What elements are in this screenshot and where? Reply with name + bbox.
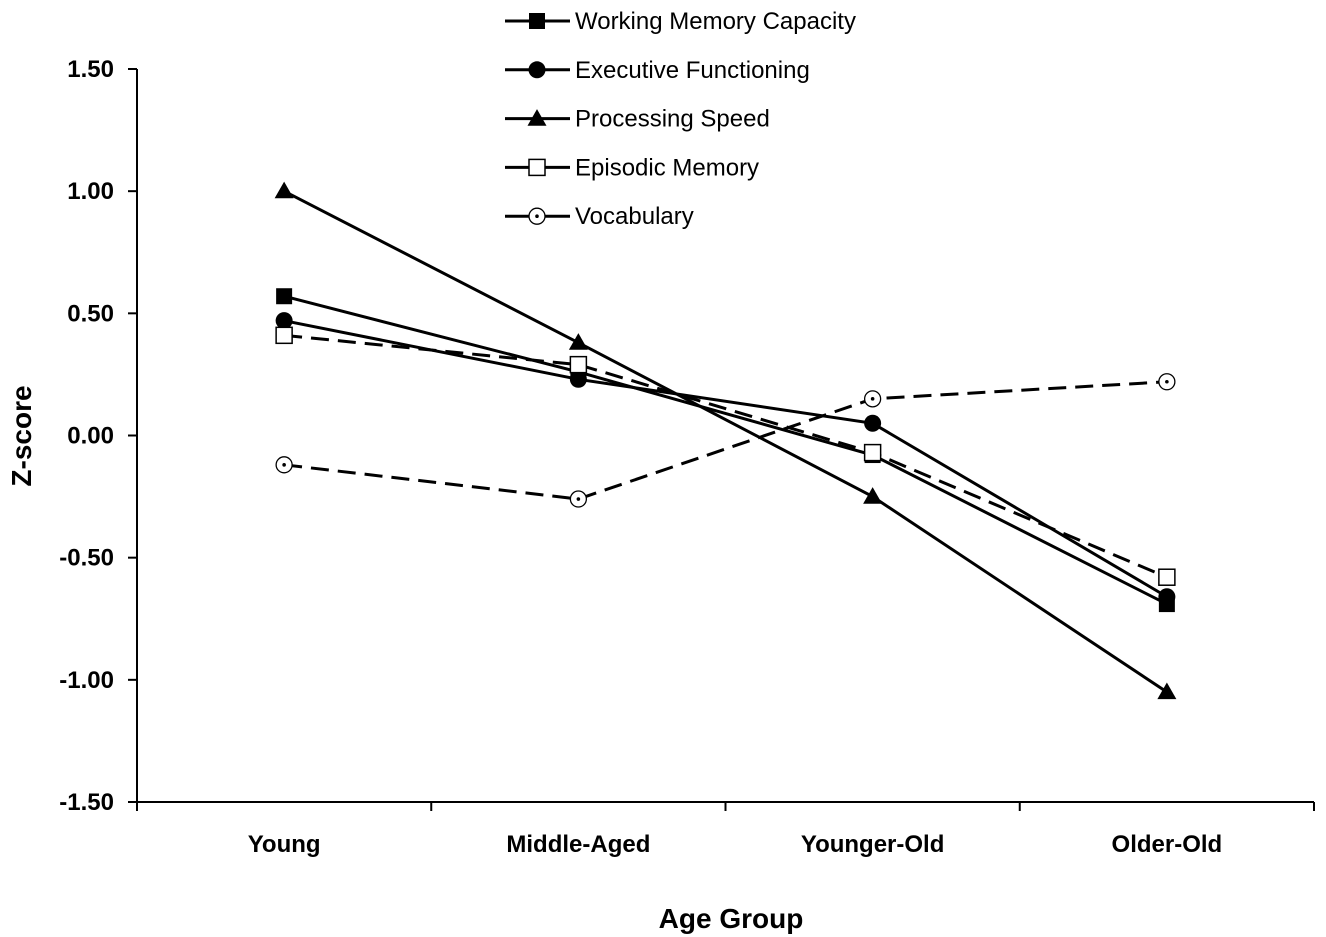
x-axis-title: Age Group xyxy=(659,903,804,934)
data-point xyxy=(569,370,587,388)
x-tick-label: Younger-Old xyxy=(801,831,945,858)
data-point xyxy=(1158,373,1176,391)
data-point xyxy=(569,490,588,508)
series-line xyxy=(283,189,1168,694)
y-tick-label: -1.50 xyxy=(59,789,114,816)
series xyxy=(274,181,1177,700)
marker-dot xyxy=(1165,379,1169,384)
marker-dot xyxy=(282,463,286,467)
legend-marker xyxy=(527,109,547,126)
legend-label: Vocabulary xyxy=(575,203,694,230)
data-point xyxy=(1158,568,1176,586)
legend-entry: Executive Functioning xyxy=(505,57,810,84)
data-point xyxy=(1158,588,1176,606)
legend-entry: Vocabulary xyxy=(505,203,694,230)
y-tick-label: 0.00 xyxy=(67,423,114,450)
series-line xyxy=(283,294,1168,606)
marker-dot xyxy=(535,214,539,218)
y-tick-label: -0.50 xyxy=(59,545,114,572)
marker-dot xyxy=(870,397,875,401)
series-line xyxy=(283,319,1168,599)
legend-label: Working Memory Capacity xyxy=(575,8,856,35)
data-point xyxy=(275,326,293,345)
legend-marker xyxy=(528,207,546,225)
y-axis-title: Z-score xyxy=(6,385,37,486)
legend-marker xyxy=(528,158,546,177)
data-point xyxy=(863,390,882,408)
data-point xyxy=(275,312,293,330)
data-point xyxy=(274,181,294,199)
x-tick-label: Young xyxy=(248,831,321,858)
series-line xyxy=(283,333,1168,579)
y-tick-label: -1.00 xyxy=(59,667,114,694)
series-line xyxy=(283,380,1167,501)
legend-entry: Processing Speed xyxy=(505,106,770,133)
series xyxy=(276,288,1175,613)
data-point xyxy=(863,443,882,462)
data-point xyxy=(275,456,293,474)
y-tick-label: 1.50 xyxy=(67,56,114,83)
legend: Working Memory Capacity Executive Functio… xyxy=(505,8,856,230)
legend-label: Processing Speed xyxy=(575,106,770,133)
legend-entry: Working Memory Capacity xyxy=(505,8,856,35)
x-tick-label: Older-Old xyxy=(1112,831,1223,858)
legend-label: Episodic Memory xyxy=(575,154,759,181)
legend-marker xyxy=(528,61,546,79)
y-tick-label: 1.00 xyxy=(67,178,114,205)
series xyxy=(275,373,1176,508)
axes: 1.50 1.00 0.50 0.00 -0.50 -1.00 -1.50 Young Midd… xyxy=(59,56,1315,858)
data-point xyxy=(1157,682,1177,700)
legend-label: Executive Functioning xyxy=(575,57,810,84)
data-point xyxy=(569,355,588,374)
plot-area xyxy=(274,181,1177,700)
data-point xyxy=(276,288,293,305)
series xyxy=(275,312,1176,606)
marker-dot xyxy=(576,497,581,501)
legend-marker xyxy=(529,13,545,29)
x-tick-label: Middle-Aged xyxy=(506,831,650,858)
y-tick-label: 0.50 xyxy=(67,300,114,327)
data-point xyxy=(568,333,588,350)
legend-entry: Episodic Memory xyxy=(505,154,759,181)
data-point xyxy=(864,414,882,432)
data-point xyxy=(863,487,883,504)
series xyxy=(275,326,1176,586)
